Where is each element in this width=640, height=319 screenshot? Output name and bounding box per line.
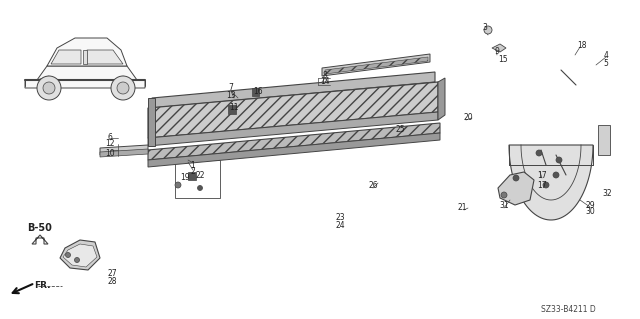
Text: 30: 30: [585, 207, 595, 217]
Circle shape: [484, 26, 492, 34]
Text: 3: 3: [483, 24, 488, 33]
Polygon shape: [32, 235, 48, 244]
Polygon shape: [322, 54, 430, 76]
Text: 27: 27: [107, 270, 117, 278]
Bar: [175, 160, 220, 198]
Polygon shape: [148, 82, 438, 138]
Text: 23: 23: [335, 213, 345, 222]
Text: 17: 17: [537, 181, 547, 189]
Circle shape: [553, 172, 559, 178]
Text: 6: 6: [108, 133, 113, 143]
Polygon shape: [148, 112, 438, 146]
Polygon shape: [25, 66, 145, 88]
Text: B-50: B-50: [28, 223, 52, 233]
Polygon shape: [152, 72, 435, 108]
Text: 13: 13: [226, 91, 236, 100]
Text: 8: 8: [323, 70, 328, 79]
Text: 14: 14: [320, 78, 330, 86]
Text: 5: 5: [604, 58, 609, 68]
Text: 18: 18: [577, 41, 587, 49]
Polygon shape: [83, 50, 87, 64]
Text: 32: 32: [602, 189, 612, 197]
Polygon shape: [148, 123, 440, 160]
Text: 29: 29: [585, 201, 595, 210]
Text: 7: 7: [228, 84, 234, 93]
Circle shape: [536, 150, 542, 156]
Text: 2: 2: [191, 167, 195, 176]
Polygon shape: [87, 50, 123, 64]
Polygon shape: [51, 50, 81, 64]
Text: 16: 16: [253, 87, 263, 97]
Text: SZ33-B4211 D: SZ33-B4211 D: [541, 306, 595, 315]
Polygon shape: [325, 57, 428, 74]
Circle shape: [111, 76, 135, 100]
Text: FR.: FR.: [34, 280, 51, 290]
Text: 19: 19: [180, 174, 190, 182]
Bar: [252, 88, 259, 96]
Circle shape: [37, 76, 61, 100]
Text: 15: 15: [498, 55, 508, 63]
Text: 4: 4: [604, 50, 609, 60]
Circle shape: [74, 257, 79, 263]
Circle shape: [556, 157, 562, 163]
Polygon shape: [148, 133, 440, 167]
Circle shape: [543, 182, 549, 188]
Text: 28: 28: [108, 277, 116, 286]
Text: 10: 10: [105, 149, 115, 158]
Text: 25: 25: [395, 125, 405, 135]
Polygon shape: [47, 38, 127, 66]
Text: 11: 11: [229, 103, 239, 113]
Text: 9: 9: [495, 48, 499, 56]
Circle shape: [43, 82, 55, 94]
Polygon shape: [148, 98, 155, 146]
Circle shape: [175, 182, 181, 188]
Circle shape: [117, 82, 129, 94]
Circle shape: [513, 175, 519, 181]
Text: 20: 20: [463, 114, 473, 122]
Polygon shape: [498, 172, 534, 205]
Polygon shape: [492, 44, 506, 52]
Circle shape: [198, 186, 202, 190]
Bar: [598, 125, 610, 155]
Polygon shape: [509, 145, 593, 220]
Text: 17: 17: [537, 170, 547, 180]
Text: 1: 1: [191, 160, 195, 169]
Polygon shape: [60, 240, 100, 270]
Circle shape: [501, 192, 507, 198]
Bar: [228, 105, 236, 114]
Polygon shape: [63, 244, 97, 267]
Text: 31: 31: [499, 201, 509, 210]
Text: 12: 12: [105, 139, 115, 149]
Polygon shape: [100, 145, 148, 155]
Polygon shape: [438, 78, 445, 120]
Bar: [188, 172, 196, 180]
Polygon shape: [100, 149, 148, 157]
Text: 26: 26: [368, 181, 378, 189]
Circle shape: [65, 253, 70, 257]
Text: 24: 24: [335, 220, 345, 229]
Text: 21: 21: [457, 204, 467, 212]
Text: 22: 22: [195, 170, 205, 180]
